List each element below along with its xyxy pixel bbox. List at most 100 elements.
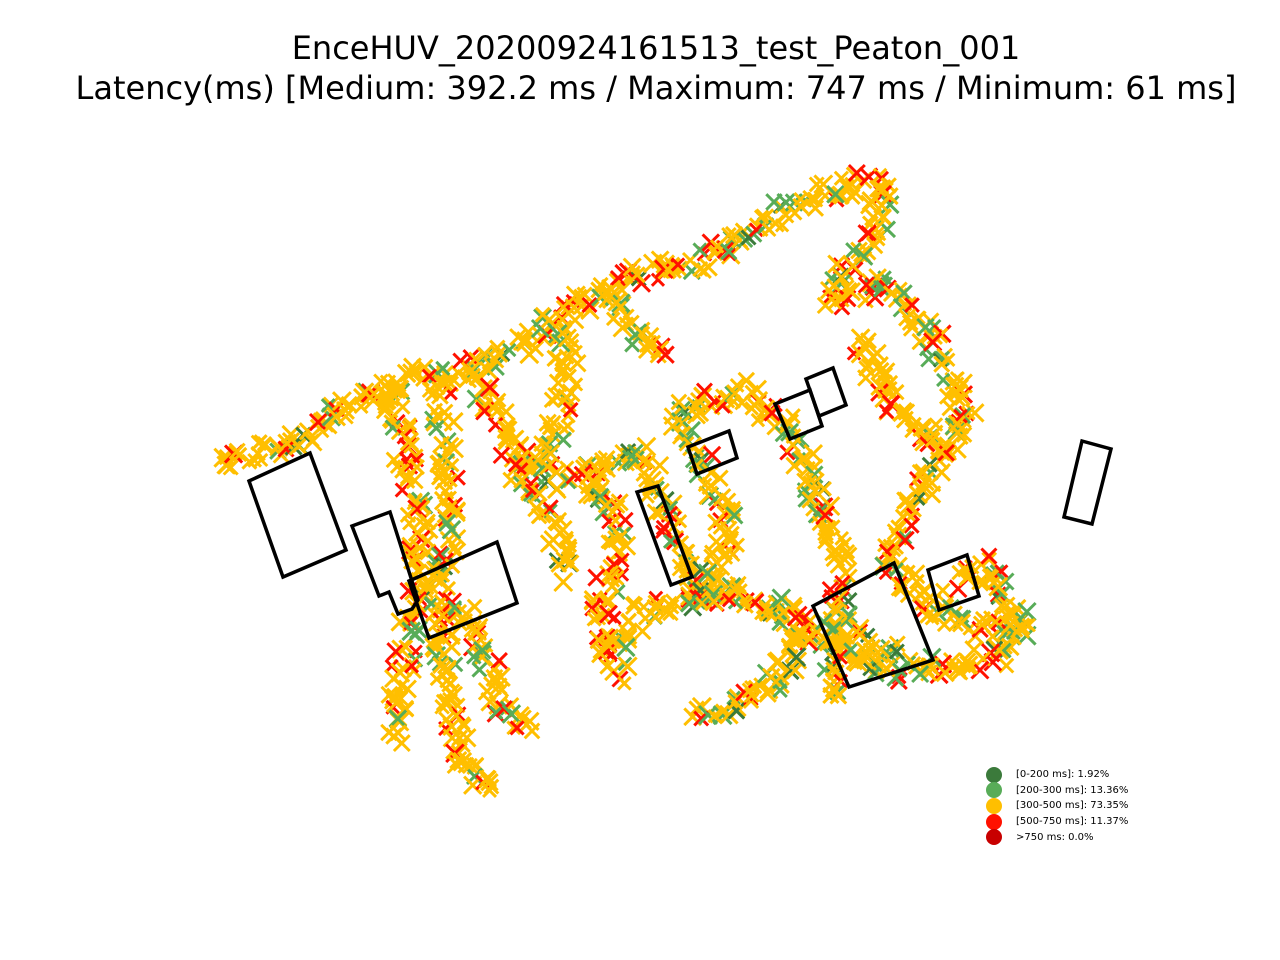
latency-marker (686, 405, 707, 425)
legend-marker (986, 829, 1002, 846)
latency-marker (488, 705, 504, 720)
latency-marker (807, 483, 823, 499)
latency-marker (421, 368, 437, 384)
latency-marker (698, 704, 719, 725)
latency-marker (845, 182, 865, 202)
latency-marker (557, 328, 577, 348)
latency-marker (980, 547, 998, 565)
latency-marker (750, 412, 766, 428)
latency-marker (1012, 617, 1031, 636)
latency-marker (530, 484, 548, 502)
latency-marker (619, 308, 635, 324)
latency-marker (824, 672, 844, 691)
legend-label: [300-500 ms]: 73.35% (1016, 800, 1129, 812)
latency-marker (819, 280, 839, 300)
latency-marker (388, 709, 408, 728)
latency-marker (397, 699, 415, 717)
latency-marker (712, 705, 733, 726)
latency-marker (874, 366, 894, 386)
latency-marker (771, 588, 792, 609)
latency-marker (947, 615, 964, 633)
latency-marker (407, 499, 427, 519)
latency-marker (604, 578, 620, 594)
latency-marker (911, 310, 926, 325)
latency-marker (820, 496, 841, 517)
legend-label: [0-200 ms]: 1.92% (1016, 769, 1110, 781)
latency-marker (707, 709, 722, 724)
latency-marker (985, 567, 1002, 585)
latency-marker (497, 428, 516, 447)
latency-marker (558, 530, 574, 546)
latency-marker (646, 503, 666, 522)
latency-marker (550, 556, 568, 573)
latency-marker (586, 611, 602, 627)
latency-marker (385, 693, 406, 714)
latency-marker (937, 444, 955, 462)
latency-marker (446, 754, 466, 775)
latency-marker (216, 455, 236, 475)
latency-marker (1017, 601, 1037, 622)
latency-marker (827, 254, 847, 274)
latency-marker (882, 285, 900, 303)
chart-title: EnceHUV_20200924161513_test_Peaton_001 (291, 29, 1021, 67)
latency-marker (792, 197, 809, 215)
latency-marker (553, 572, 574, 593)
latency-marker (501, 704, 522, 724)
latency-marker (543, 391, 561, 409)
latency-marker (888, 643, 905, 660)
latency-marker (803, 444, 824, 464)
latency-marker (541, 444, 561, 464)
legend-marker (986, 797, 1002, 814)
legend-item: [0-200 ms]: 1.92% (986, 766, 1128, 783)
latency-marker (397, 679, 417, 699)
latency-marker (434, 471, 454, 491)
latency-marker (838, 178, 855, 195)
latency-marker (394, 482, 410, 498)
latency-marker (656, 345, 675, 364)
latency-marker (474, 378, 494, 398)
latency-marker (540, 311, 558, 329)
latency-marker (836, 551, 853, 568)
latency-marker (391, 639, 411, 659)
latency-marker (710, 570, 728, 588)
latency-marker (720, 492, 737, 509)
legend-marker (986, 782, 1002, 799)
latency-marker (442, 592, 463, 613)
latency-marker (862, 661, 878, 677)
latency-marker (489, 344, 509, 363)
latency-marker (875, 208, 892, 226)
latency-marker (786, 608, 805, 627)
latency-marker (904, 297, 920, 313)
latency-marker (688, 700, 705, 717)
latency-marker (845, 242, 862, 259)
latency-marker (465, 649, 482, 665)
latency-marker (664, 593, 683, 611)
latency-marker (888, 383, 905, 401)
latency-marker (376, 392, 395, 412)
latency-marker (617, 511, 634, 529)
latency-marker (875, 362, 896, 383)
latency-marker (502, 342, 517, 358)
latency-marker (506, 720, 522, 736)
latency-marker (416, 358, 434, 377)
latency-marker (254, 452, 269, 468)
latency-marker (435, 360, 451, 376)
latency-marker (241, 453, 258, 470)
latency-marker (587, 568, 606, 587)
building-outline (634, 483, 695, 588)
latency-marker (624, 336, 641, 353)
latency-marker (816, 296, 835, 315)
latency-marker (952, 664, 967, 680)
latency-marker (714, 703, 731, 720)
latency-marker (305, 433, 320, 448)
latency-marker (401, 420, 417, 436)
latency-marker (924, 610, 940, 626)
latency-marker (444, 438, 465, 459)
latency-marker (479, 361, 498, 380)
legend-item: [300-500 ms]: 73.35% (986, 797, 1129, 814)
latency-marker (407, 523, 427, 542)
latency-marker (726, 384, 745, 403)
latency-marker (456, 716, 471, 731)
latency-marker (288, 436, 308, 456)
latency-marker (837, 634, 853, 649)
